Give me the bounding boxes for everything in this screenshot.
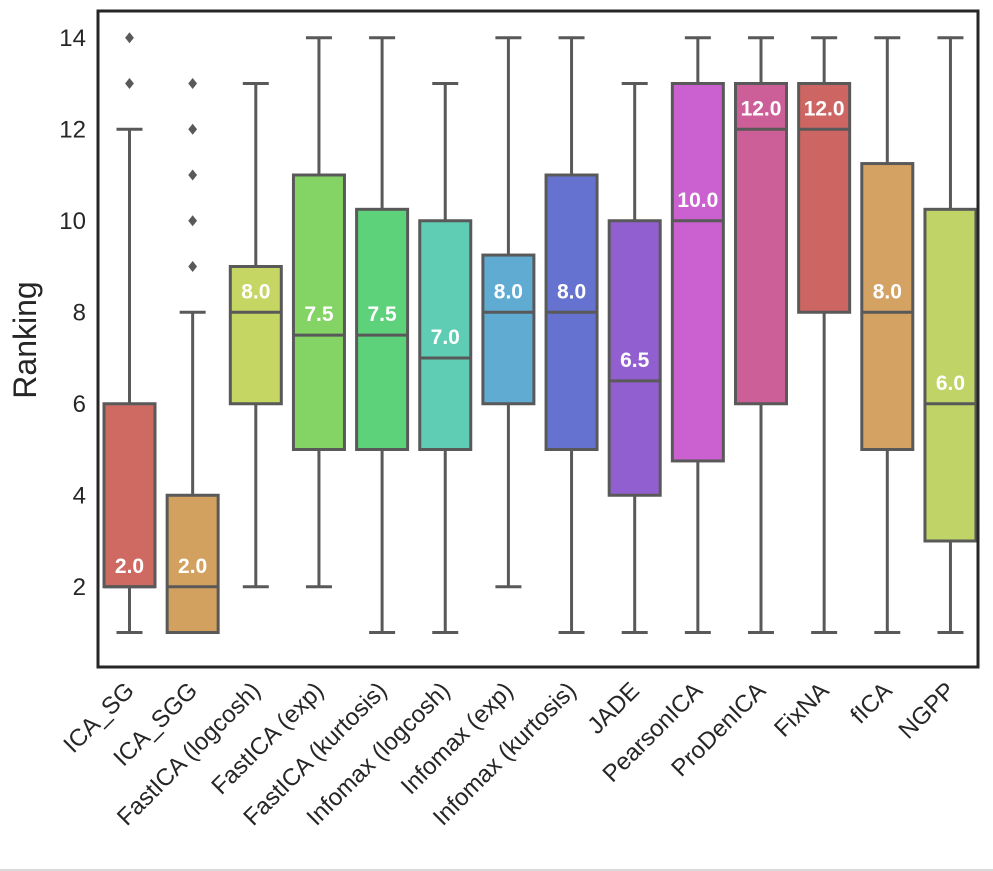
- iqr-box: [734, 82, 788, 406]
- outlier-point: [188, 215, 198, 227]
- median-label: 12.0: [741, 97, 782, 120]
- outlier-point: [188, 169, 198, 181]
- box-infomax-exp: 8.0: [481, 36, 536, 589]
- median-label: 6.5: [620, 349, 650, 372]
- box-fixna: 12.0: [797, 36, 852, 634]
- median-label: 8.0: [241, 280, 270, 303]
- plot-frame: [96, 9, 980, 669]
- outlier-point: [125, 32, 134, 44]
- iqr-box: [418, 219, 473, 451]
- x-tick-label: FixNA: [769, 677, 834, 742]
- y-tick-label: 2: [73, 574, 86, 601]
- box-series-group: 2.0 2.0 8.0 7.5 7.5 7.0 8.0 8.0 6.5 10.0 12.0 12.0 8…: [102, 32, 978, 634]
- box-fastica-kurtosis: 7.5: [355, 36, 410, 634]
- box-fastica-logcosh: 8.0: [228, 82, 283, 589]
- iqr-box: [797, 82, 852, 314]
- bottom-divider: [0, 869, 993, 871]
- box-jade: 6.5: [607, 82, 662, 634]
- outlier-point: [188, 123, 198, 135]
- box-infomax-logcosh: 7.0: [418, 82, 473, 634]
- iqr-box: [670, 82, 725, 463]
- box-ica-sgg: 2.0: [165, 78, 220, 634]
- iqr-box: [102, 402, 157, 589]
- iqr-box: [481, 253, 536, 406]
- box-ica-sg: 2.0: [102, 32, 157, 634]
- median-label: 12.0: [804, 97, 845, 120]
- y-tick-label: 4: [73, 482, 86, 509]
- y-tick-label: 6: [73, 391, 86, 418]
- box-fica: 8.0: [860, 36, 915, 634]
- iqr-box: [607, 219, 662, 497]
- box-prodenica: 12.0: [734, 36, 788, 634]
- median-label: 7.5: [367, 303, 397, 326]
- y-tick-label: 8: [73, 299, 86, 326]
- box-pearsonica: 10.0: [670, 36, 725, 634]
- y-tick-label: 12: [59, 116, 86, 143]
- median-label: 7.5: [304, 303, 334, 326]
- box-infomax-kurtosis: 8.0: [544, 36, 599, 634]
- outlier-point: [125, 78, 134, 89]
- box-fastica-exp: 7.5: [291, 36, 346, 589]
- outlier-point: [188, 261, 198, 272]
- median-label: 10.0: [677, 189, 718, 212]
- iqr-box: [291, 173, 346, 451]
- y-tick-label: 14: [59, 25, 86, 52]
- box-ngpp: 6.0: [923, 36, 978, 634]
- median-label: 6.0: [936, 372, 965, 395]
- median-label: 7.0: [431, 326, 460, 349]
- iqr-box: [860, 162, 915, 451]
- x-tick-label: NGPP: [894, 677, 961, 744]
- outlier-point: [188, 78, 198, 89]
- median-label: 8.0: [494, 280, 523, 303]
- y-tick-label: 10: [59, 208, 86, 235]
- median-label: 2.0: [178, 555, 207, 578]
- median-label: 8.0: [557, 280, 586, 303]
- iqr-box: [355, 207, 410, 451]
- median-label: 8.0: [873, 280, 902, 303]
- median-label: 2.0: [115, 555, 144, 578]
- y-axis: 2 4 6 8 10 12 14: [59, 25, 86, 601]
- y-axis-title: Ranking: [7, 281, 43, 398]
- iqr-box: [923, 207, 978, 543]
- iqr-box: [165, 493, 220, 634]
- x-tick-label: fICA: [845, 677, 897, 729]
- iqr-box: [228, 265, 283, 406]
